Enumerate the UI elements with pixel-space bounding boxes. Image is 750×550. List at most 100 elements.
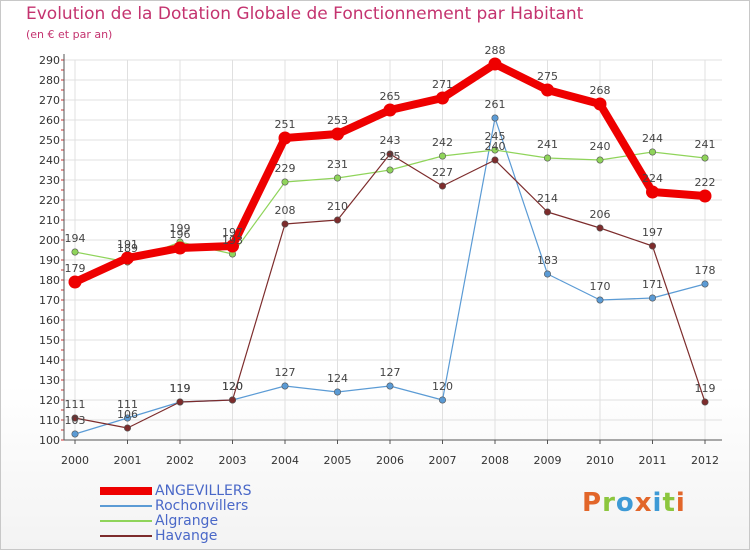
data-label-algrange: 193: [222, 234, 243, 247]
axis-layer: 100 110 120 130 140 150 160 170 180 190 200 210 220 2…: [39, 54, 722, 467]
data-point-algrange: [281, 178, 289, 186]
x-tick-label: 2006: [376, 454, 404, 467]
data-point-rochonvillers: [701, 280, 709, 288]
data-point-rochonvillers: [124, 414, 132, 422]
data-point-angevillers: [593, 97, 607, 111]
data-point-rochonvillers: [281, 382, 289, 390]
data-label-algrange: 245: [485, 130, 506, 143]
x-tick-label: 2001: [114, 454, 142, 467]
data-point-havange: [543, 208, 551, 216]
data-point-havange: [71, 414, 79, 422]
data-label-rochonvillers: 178: [695, 264, 716, 277]
data-label-angevillers: 253: [327, 114, 348, 127]
y-tick-label: 240: [39, 154, 60, 167]
data-label-havange: 210: [327, 200, 348, 213]
data-point-havange: [124, 424, 132, 432]
logo-letter: o: [615, 488, 635, 518]
data-point-havange: [648, 242, 656, 250]
y-tick-label: 110: [39, 414, 60, 427]
data-point-angevillers: [226, 239, 239, 253]
data-point-havange: [491, 156, 499, 164]
data-point-algrange: [71, 248, 79, 256]
data-point-havange: [176, 398, 184, 406]
data-label-angevillers: 224: [642, 172, 663, 185]
data-label-rochonvillers: 183: [537, 254, 558, 267]
y-tick-label: 250: [39, 134, 60, 147]
data-label-havange: 243: [380, 134, 401, 147]
data-label-rochonvillers: 127: [380, 366, 401, 379]
x-tick-label: 2009: [534, 454, 562, 467]
data-label-rochonvillers: 171: [642, 278, 663, 291]
data-point-algrange: [333, 174, 341, 182]
data-label-algrange: 240: [590, 140, 611, 153]
y-tick-label: 150: [39, 334, 60, 347]
x-tick-label: 2012: [691, 454, 719, 467]
data-point-angevillers: [68, 275, 82, 289]
data-point-rochonvillers: [71, 430, 79, 438]
logo-letter: t: [662, 488, 676, 518]
data-label-rochonvillers: 103: [65, 414, 86, 427]
data-point-rochonvillers: [438, 396, 446, 404]
data-label-angevillers: 197: [222, 226, 243, 239]
y-tick-label: 200: [39, 234, 60, 247]
data-label-algrange: 194: [65, 232, 86, 245]
data-point-algrange: [491, 146, 499, 154]
series-angevillers: [68, 57, 712, 289]
x-tick-label: 2005: [324, 454, 352, 467]
data-label-rochonvillers: 124: [327, 372, 348, 385]
legend-label-rochonvillers: Rochonvillers: [155, 498, 249, 514]
data-point-rochonvillers: [386, 382, 394, 390]
data-point-angevillers: [121, 251, 134, 265]
y-tick-label: 210: [39, 214, 60, 227]
data-point-havange: [701, 398, 709, 406]
data-point-havange: [596, 224, 604, 232]
x-tick-label: 2008: [481, 454, 509, 467]
data-point-rochonvillers: [491, 114, 499, 122]
series-layer: [68, 57, 712, 438]
data-label-havange: 120: [222, 380, 243, 393]
data-label-havange: 227: [432, 166, 453, 179]
data-label-algrange: 241: [695, 138, 716, 151]
data-point-algrange: [701, 154, 709, 162]
label-layer: 179 191 196 197 251 253 265 271 288 275 268 224 222 1…: [65, 44, 716, 427]
data-label-havange: 119: [170, 382, 191, 395]
y-tick-label: 280: [39, 74, 60, 87]
x-tick-label: 2004: [271, 454, 299, 467]
x-tick-label: 2010: [586, 454, 614, 467]
data-label-angevillers: 179: [65, 262, 86, 275]
y-tick-label: 160: [39, 314, 60, 327]
data-point-algrange: [438, 152, 446, 160]
y-tick-label: 260: [39, 114, 60, 127]
y-tick-label: 100: [39, 434, 60, 447]
x-tick-label: 2003: [219, 454, 247, 467]
data-label-havange: 197: [642, 226, 663, 239]
data-point-algrange: [386, 166, 394, 174]
data-label-algrange: 244: [642, 132, 663, 145]
logo-letter: x: [634, 488, 653, 518]
data-label-algrange: 242: [432, 136, 453, 149]
data-label-havange: 208: [275, 204, 296, 217]
data-point-havange: [281, 220, 289, 228]
legend-swatch-havange: [100, 535, 152, 537]
y-tick-label: 270: [39, 94, 60, 107]
y-tick-label: 230: [39, 174, 60, 187]
data-point-angevillers: [698, 189, 712, 203]
chart-subtitle: (en € et par an): [26, 28, 113, 41]
x-tick-label: 2002: [166, 454, 194, 467]
data-point-angevillers: [278, 131, 292, 145]
data-label-angevillers: 191: [117, 238, 138, 251]
data-label-angevillers: 196: [170, 228, 191, 241]
data-label-angevillers: 265: [380, 90, 401, 103]
data-point-havange: [229, 396, 237, 404]
data-point-algrange: [543, 154, 551, 162]
data-label-havange: 240: [485, 140, 506, 153]
x-tick-label: 2011: [639, 454, 667, 467]
data-label-algrange: 229: [275, 162, 296, 175]
series-havange: [71, 150, 709, 432]
data-label-angevillers: 275: [537, 70, 558, 83]
proxiti-logo: Proxiti: [582, 488, 686, 518]
data-point-rochonvillers: [596, 296, 604, 304]
data-label-algrange: 189: [117, 242, 138, 255]
y-tick-label: 130: [39, 374, 60, 387]
